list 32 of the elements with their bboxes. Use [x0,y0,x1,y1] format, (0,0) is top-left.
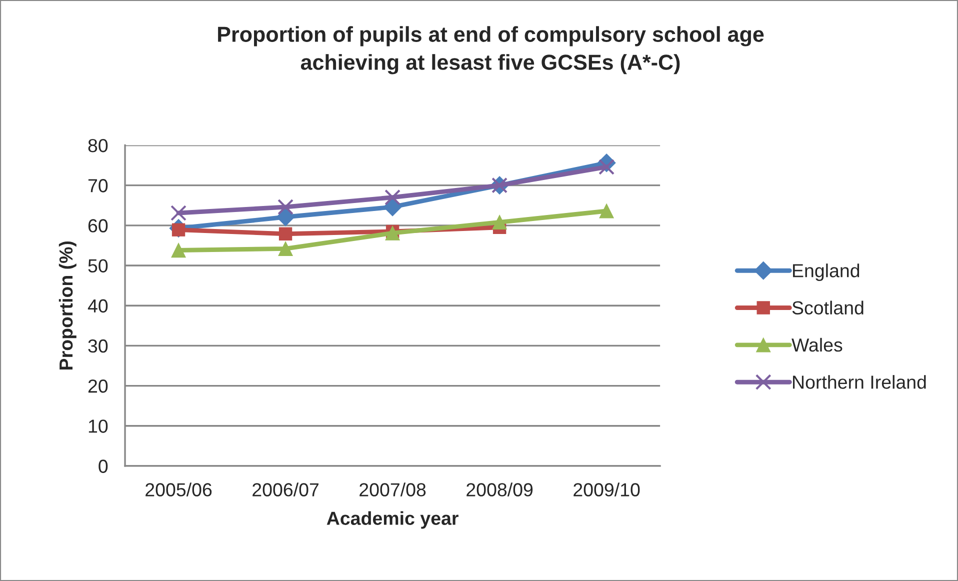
x-tick-label: 2006/07 [252,482,318,496]
x-tick-label: 2005/06 [146,482,212,496]
y-tick-label: 10 [88,420,108,433]
point [278,199,294,215]
y-tick-label: 30 [88,339,108,353]
point [170,205,187,221]
point [384,189,401,206]
legend-label: Wales [792,338,842,352]
y-tick-label: 60 [88,219,108,232]
point [171,242,186,258]
legend-label: Scotland [792,300,864,315]
y-axis-title: Proportion (%) [58,241,76,370]
x-axis-title: Academic year [326,511,458,529]
legend-label: Northern Ireland [793,375,926,389]
point [598,158,615,175]
y-tick-label: 40 [88,299,108,313]
y-tick-label: 70 [88,179,108,192]
point [383,198,402,216]
point [276,208,295,226]
chart-title: Proportion of pupils at end of compulsory school age achieving at lesast five GCSEs (A*-C) [218,26,764,74]
y-tick-label: 0 [98,460,108,473]
y-tick-label: 50 [88,259,108,272]
point [278,241,293,256]
x-tick-label: 2008/09 [466,482,533,496]
y-tick-label: 20 [88,379,108,393]
x-tick-label: 2009/10 [574,482,640,496]
point [278,227,292,240]
legend-label: England [793,264,860,282]
x-tick-label: 2007/08 [360,482,426,496]
point [492,214,507,230]
y-tick-label: 80 [88,138,108,152]
point [599,204,614,218]
